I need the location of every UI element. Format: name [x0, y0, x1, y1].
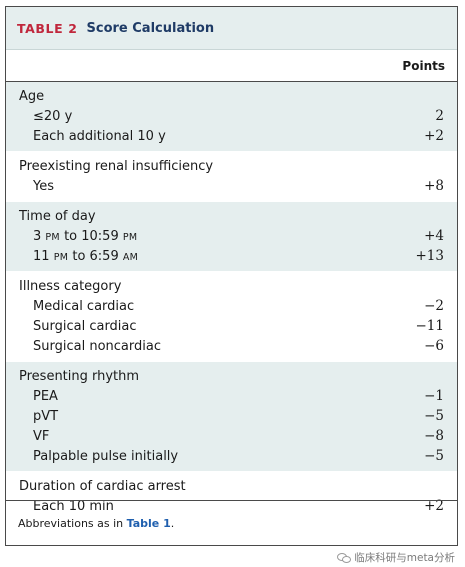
row-label: 11 PM to 6:59 AM [6, 249, 138, 264]
wechat-icon [337, 552, 352, 563]
row-points: −5 [424, 408, 444, 424]
table-title: Score Calculation [86, 20, 215, 36]
table-1-link[interactable]: Table 1 [126, 516, 171, 530]
group-label: Duration of cardiac arrest [19, 478, 186, 494]
group-label: Presenting rhythm [19, 368, 140, 384]
row-label: Yes [33, 178, 54, 194]
group-age: Age ≤20 y 2 Each additional 10 y +2 [6, 82, 457, 152]
group-heading: Illness category [6, 276, 457, 296]
time-start-hour: 3 [33, 228, 46, 244]
row-points: +4 [424, 228, 444, 244]
time-end: to 6:59 [68, 248, 123, 264]
group-illness-category: Illness category Medical cardiac −2 Surgi… [6, 272, 457, 362]
table-row: Each 10 min +2 [6, 496, 457, 516]
table-row: Surgical noncardiac −6 [6, 336, 457, 356]
watermark: 临床科研与meta分析 [337, 550, 455, 565]
row-label: VF [33, 428, 50, 444]
table-row: 11 PM to 6:59 AM +13 [6, 246, 457, 266]
time-period: PM [53, 251, 69, 263]
group-heading: Age [6, 86, 457, 106]
group-presenting-rhythm: Presenting rhythm PEA −1 pVT −5 VF −8 Palpa… [6, 362, 457, 472]
group-renal-insufficiency: Preexisting renal insufficiency Yes +8 [6, 152, 457, 202]
table-footnote: Abbreviations as in Table 1. [6, 500, 457, 545]
row-points: −8 [424, 428, 444, 444]
table-row: Each additional 10 y +2 [6, 126, 457, 146]
row-label: pVT [33, 408, 59, 424]
time-period: PM [122, 231, 138, 243]
watermark-text: 临床科研与meta分析 [354, 552, 455, 564]
group-duration-of-arrest: Duration of cardiac arrest Each 10 min +2 [6, 472, 457, 522]
group-time-of-day: Time of day 3 PM to 10:59 PM +4 11 PM to… [6, 202, 457, 272]
row-label: Surgical noncardiac [33, 338, 161, 354]
table-title-bar: TABLE 2 Score Calculation [6, 7, 457, 50]
row-label: Surgical cardiac [33, 318, 137, 334]
group-heading: Duration of cardiac arrest [6, 476, 457, 496]
table-row: Palpable pulse initially −5 [6, 446, 457, 466]
table-row: pVT −5 [6, 406, 457, 426]
group-label: Time of day [19, 208, 96, 224]
row-points: 2 [435, 108, 444, 124]
table-row: 3 PM to 10:59 PM +4 [6, 226, 457, 246]
row-points: −1 [424, 388, 444, 404]
table-row: ≤20 y 2 [6, 106, 457, 126]
row-points: +8 [424, 178, 444, 194]
column-header-row: Points [6, 50, 457, 82]
time-period: AM [122, 251, 139, 263]
row-label: ≤20 y [33, 108, 73, 124]
table-row: Yes +8 [6, 176, 457, 196]
table-number: TABLE 2 [17, 20, 78, 36]
row-label: Medical cardiac [33, 298, 135, 314]
row-points: +2 [424, 128, 444, 144]
row-points: +2 [424, 498, 444, 514]
table-row: PEA −1 [6, 386, 457, 406]
footnote-suffix: . [170, 516, 175, 530]
group-heading: Presenting rhythm [6, 366, 457, 386]
group-label: Age [19, 88, 45, 104]
row-label: Each additional 10 y [33, 128, 166, 144]
row-points: +13 [415, 248, 445, 264]
row-label: Each 10 min [33, 498, 114, 514]
time-end: to 10:59 [59, 228, 123, 244]
row-label: 3 PM to 10:59 PM [6, 229, 137, 244]
score-table: TABLE 2 Score Calculation Points Age ≤20… [5, 6, 458, 546]
time-start-hour: 11 [33, 248, 54, 264]
row-label: Palpable pulse initially [33, 448, 179, 464]
points-column-header: Points [402, 58, 445, 73]
row-points: −11 [415, 318, 445, 334]
row-points: −2 [424, 298, 444, 314]
time-period: PM [45, 231, 60, 243]
row-points: −6 [424, 338, 444, 354]
group-label: Preexisting renal insufficiency [19, 158, 214, 174]
row-points: −5 [424, 448, 444, 464]
footnote-prefix: Abbreviations as in [18, 516, 124, 530]
group-label: Illness category [19, 278, 122, 294]
group-heading: Preexisting renal insufficiency [6, 156, 457, 176]
table-row: Medical cardiac −2 [6, 296, 457, 316]
row-label: PEA [33, 388, 58, 404]
group-heading: Time of day [6, 206, 457, 226]
table-row: Surgical cardiac −11 [6, 316, 457, 336]
table-row: VF −8 [6, 426, 457, 446]
